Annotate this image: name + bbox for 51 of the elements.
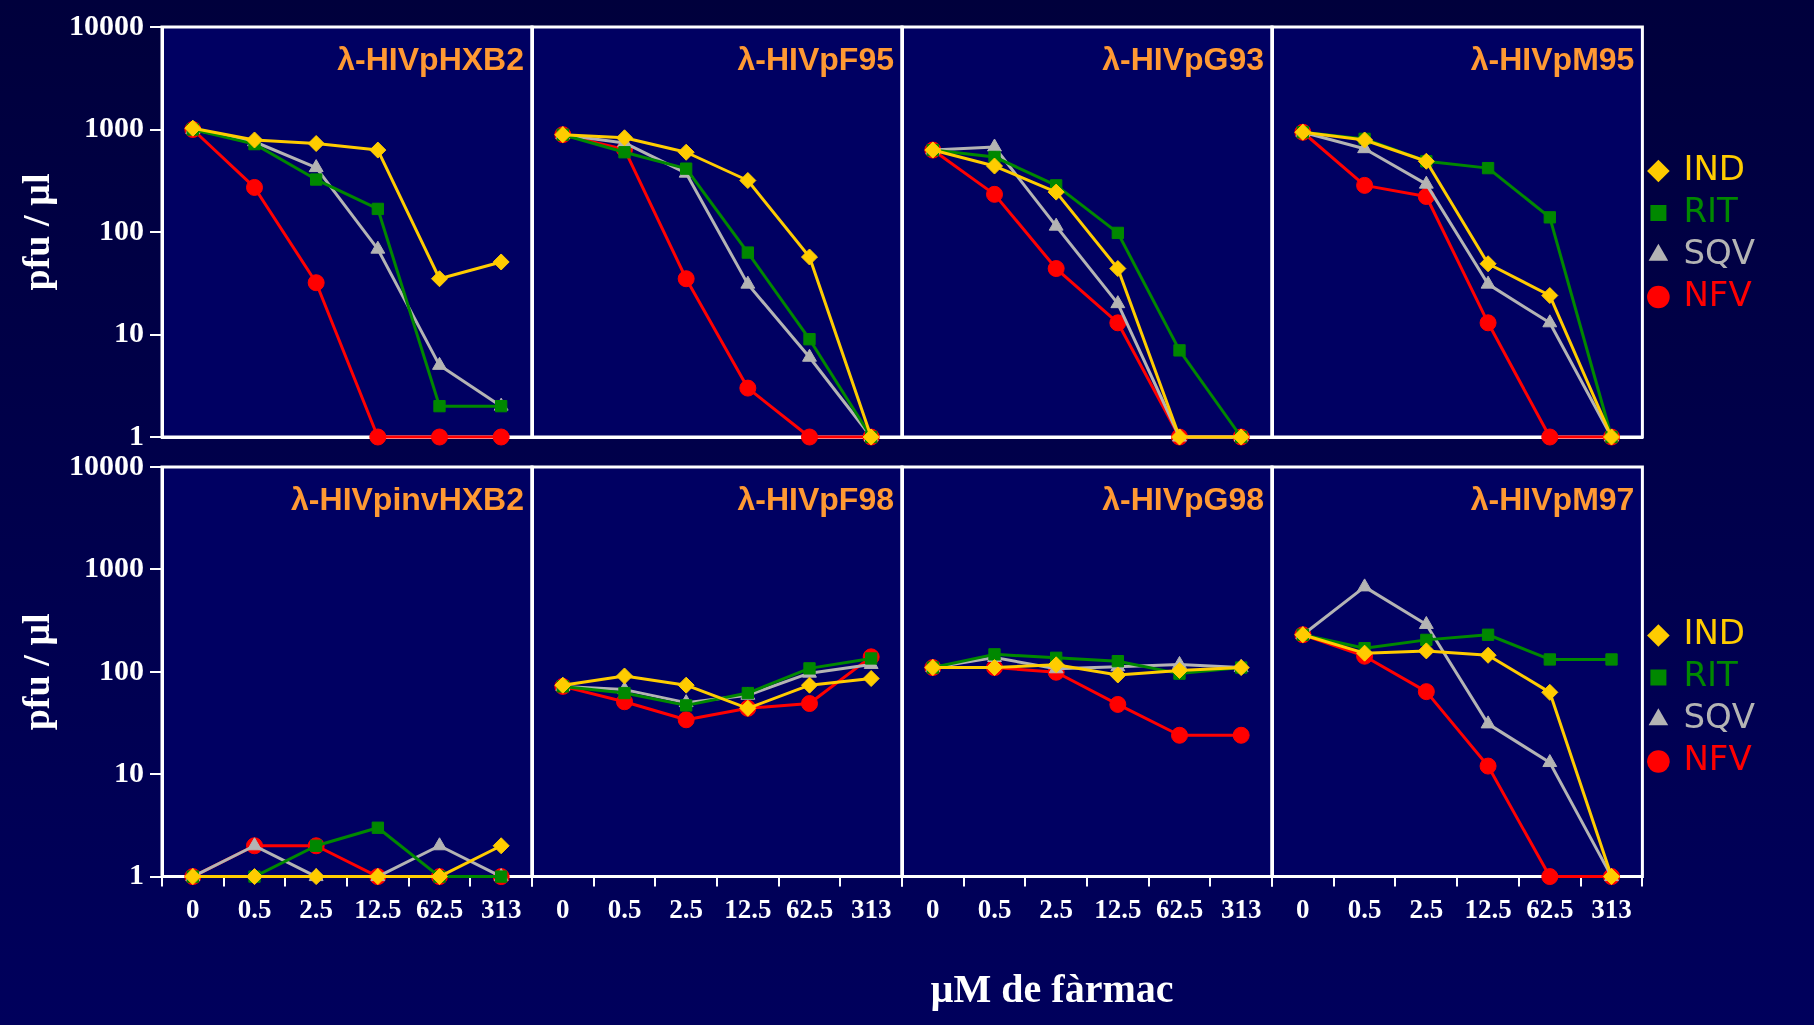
x-tick-label: 0 (1296, 893, 1310, 924)
x-tick-label: 62.5 (785, 893, 834, 924)
chart-title: λ-HIVpHXB2 (337, 40, 524, 77)
chart-title: λ-HIVpF95 (737, 40, 894, 77)
legend-label: SQV (1683, 231, 1756, 272)
x-tick-label: 0.5 (607, 893, 642, 924)
x-tick-label: 12.5 (354, 893, 402, 924)
legend-label: SQV (1683, 696, 1756, 737)
legend-label: NFV (1683, 273, 1752, 314)
legend-label: IND (1683, 147, 1746, 188)
y-tick-label: 10 (114, 315, 144, 349)
chart-title: λ-HIVpG98 (1102, 480, 1264, 517)
y-axis-title: pfu / µl (14, 613, 57, 731)
chart-title: λ-HIVpF98 (737, 480, 894, 517)
x-tick-label: 12.5 (1094, 893, 1142, 924)
chart-title: λ-HIVpM95 (1470, 40, 1635, 77)
x-tick-label: 0.5 (1347, 893, 1382, 924)
x-tick-label: 313 (1220, 893, 1262, 924)
x-tick-label: 0.5 (237, 893, 272, 924)
x-tick-label: 0 (186, 893, 200, 924)
y-axis-title: pfu / µl (14, 173, 57, 291)
x-tick-label: 2.5 (1409, 893, 1444, 924)
x-tick-label: 313 (850, 893, 892, 924)
y-tick-label: 1 (129, 857, 144, 891)
y-tick-label: 1000 (84, 110, 144, 144)
x-tick-label: 12.5 (1464, 893, 1512, 924)
x-tick-label: 62.5 (1155, 893, 1204, 924)
x-tick-label: 2.5 (669, 893, 704, 924)
legend-label: IND (1683, 612, 1746, 653)
x-tick-label: 12.5 (724, 893, 772, 924)
legend-label: RIT (1683, 189, 1739, 230)
chart-title: λ-HIVpG93 (1102, 40, 1264, 77)
y-tick-label: 1000 (84, 550, 144, 584)
y-tick-label: 100 (99, 212, 144, 246)
x-tick-label: 0 (926, 893, 940, 924)
x-axis-title: µM de fàrmac (930, 965, 1174, 1012)
x-tick-label: 62.5 (415, 893, 464, 924)
chart-title: λ-HIVpinvHXB2 (291, 480, 524, 517)
x-tick-label: 313 (480, 893, 522, 924)
x-tick-label: 0.5 (977, 893, 1012, 924)
chart-title: λ-HIVpM97 (1470, 480, 1635, 517)
y-tick-label: 10 (114, 754, 144, 788)
y-tick-label: 10000 (69, 7, 144, 41)
legend-label: RIT (1683, 654, 1739, 695)
x-tick-label: 313 (1591, 893, 1632, 924)
x-tick-label: 2.5 (1039, 893, 1074, 924)
x-tick-label: 62.5 (1526, 893, 1574, 924)
legend-label: NFV (1683, 738, 1752, 779)
x-tick-label: 0 (556, 893, 570, 924)
x-tick-label: 2.5 (299, 893, 334, 924)
y-tick-label: 100 (99, 652, 144, 686)
